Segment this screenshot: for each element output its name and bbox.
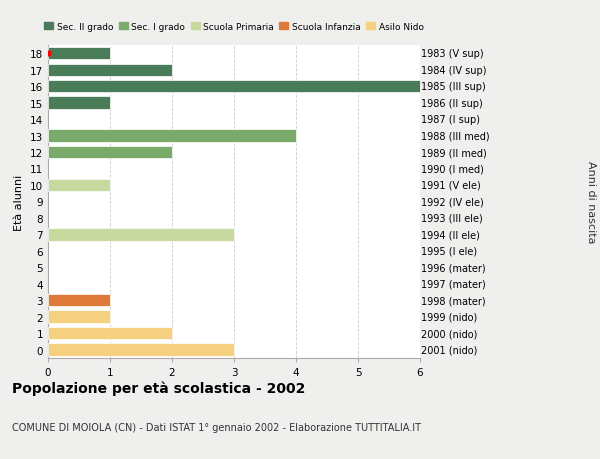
Text: 1999 (nido): 1999 (nido) <box>421 312 477 322</box>
Text: 1984 (IV sup): 1984 (IV sup) <box>421 66 486 76</box>
Text: 1993 (III ele): 1993 (III ele) <box>421 213 482 224</box>
Text: COMUNE DI MOIOLA (CN) - Dati ISTAT 1° gennaio 2002 - Elaborazione TUTTITALIA.IT: COMUNE DI MOIOLA (CN) - Dati ISTAT 1° ge… <box>12 422 421 432</box>
Legend: Sec. II grado, Sec. I grado, Scuola Primaria, Scuola Infanzia, Asilo Nido: Sec. II grado, Sec. I grado, Scuola Prim… <box>41 19 427 35</box>
Bar <box>48 179 110 192</box>
Text: 2001 (nido): 2001 (nido) <box>421 345 477 355</box>
Bar <box>48 48 110 60</box>
Text: 1987 (I sup): 1987 (I sup) <box>421 115 479 125</box>
Bar <box>48 294 110 307</box>
Text: 1997 (mater): 1997 (mater) <box>421 279 485 289</box>
Text: Popolazione per età scolastica - 2002: Popolazione per età scolastica - 2002 <box>12 381 305 396</box>
Bar <box>48 327 172 340</box>
Bar <box>48 97 110 110</box>
Text: 1996 (mater): 1996 (mater) <box>421 263 485 273</box>
Text: 1989 (II med): 1989 (II med) <box>421 148 487 158</box>
Bar <box>48 64 172 77</box>
Bar <box>48 344 234 356</box>
Bar <box>48 311 110 323</box>
Text: 1998 (mater): 1998 (mater) <box>421 296 485 306</box>
Bar <box>48 146 172 159</box>
Text: 1985 (III sup): 1985 (III sup) <box>421 82 485 92</box>
Bar <box>48 130 296 142</box>
Text: 1992 (IV ele): 1992 (IV ele) <box>421 197 484 207</box>
Text: 1995 (I ele): 1995 (I ele) <box>421 246 477 256</box>
Y-axis label: Età alunni: Età alunni <box>14 174 25 230</box>
Text: 1994 (II ele): 1994 (II ele) <box>421 230 479 240</box>
Text: 1988 (III med): 1988 (III med) <box>421 131 489 141</box>
Bar <box>48 229 234 241</box>
Text: 1986 (II sup): 1986 (II sup) <box>421 98 482 108</box>
Text: 2000 (nido): 2000 (nido) <box>421 328 477 338</box>
Bar <box>48 81 420 93</box>
Text: 1983 (V sup): 1983 (V sup) <box>421 49 483 59</box>
Text: 1990 (I med): 1990 (I med) <box>421 164 484 174</box>
Text: 1991 (V ele): 1991 (V ele) <box>421 180 481 190</box>
Text: Anni di nascita: Anni di nascita <box>586 161 596 243</box>
